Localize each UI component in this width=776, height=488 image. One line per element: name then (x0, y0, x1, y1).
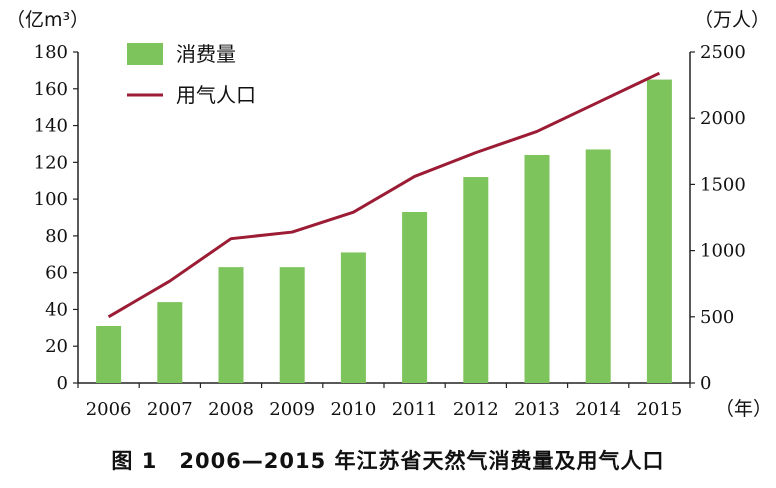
right-tick-label: 0 (700, 373, 711, 394)
x-axis-unit: （年） (715, 398, 772, 420)
bar (585, 149, 611, 383)
left-tick-label: 120 (34, 152, 68, 173)
left-tick-label: 0 (57, 373, 68, 394)
left-tick-label: 100 (34, 189, 68, 210)
x-tick-label: 2009 (269, 399, 315, 420)
chart-svg: 0 20 40 60 80 100 120 140 160 180 0 500 1000 1500 2000… (6, 9, 772, 420)
left-tick-label: 140 (34, 116, 68, 137)
legend-swatch-bar (127, 43, 163, 65)
bar (96, 325, 122, 383)
right-tick-label: 1500 (700, 174, 746, 195)
x-tick-label: 2006 (86, 399, 132, 420)
x-tick-label: 2008 (208, 399, 254, 420)
right-axis-unit: （万人） (694, 9, 770, 31)
bar (157, 302, 183, 383)
x-tick-label: 2012 (453, 399, 499, 420)
right-tick-label: 1000 (700, 241, 746, 262)
left-tick-label: 180 (34, 42, 68, 63)
right-tick-label: 2500 (700, 42, 746, 63)
figure-caption: 图 1 2006—2015 年江苏省天然气消费量及用气人口 (111, 449, 665, 473)
tick-labels: 0 20 40 60 80 100 120 140 160 180 0 500 1000 1500 2000… (6, 9, 772, 420)
left-tick-label: 40 (45, 299, 68, 320)
left-tick-label: 60 (45, 263, 68, 284)
x-tick-label: 2010 (330, 399, 376, 420)
left-tick-label: 80 (45, 226, 68, 247)
x-tick-label: 2015 (636, 399, 682, 420)
bar-series (96, 79, 672, 383)
legend-label-line: 用气人口 (176, 83, 256, 107)
left-tick-label: 160 (34, 79, 68, 100)
right-tick-label: 2000 (700, 108, 746, 129)
line-series (107, 71, 661, 319)
legend-label-bar: 消费量 (176, 42, 236, 66)
x-tick-label: 2014 (575, 399, 621, 420)
x-tick-label: 2007 (147, 399, 193, 420)
x-tick-label: 2013 (514, 399, 560, 420)
left-axis-unit: （亿m³） (6, 9, 89, 31)
bar (646, 79, 672, 383)
population-line (107, 71, 661, 319)
bar (340, 252, 366, 383)
right-tick-label: 500 (700, 307, 734, 328)
x-tick-label: 2011 (392, 399, 438, 420)
bar (402, 211, 428, 383)
bar (524, 154, 550, 383)
bar (463, 177, 489, 383)
bar (279, 267, 305, 383)
bar (218, 267, 244, 383)
left-tick-label: 20 (45, 336, 68, 357)
